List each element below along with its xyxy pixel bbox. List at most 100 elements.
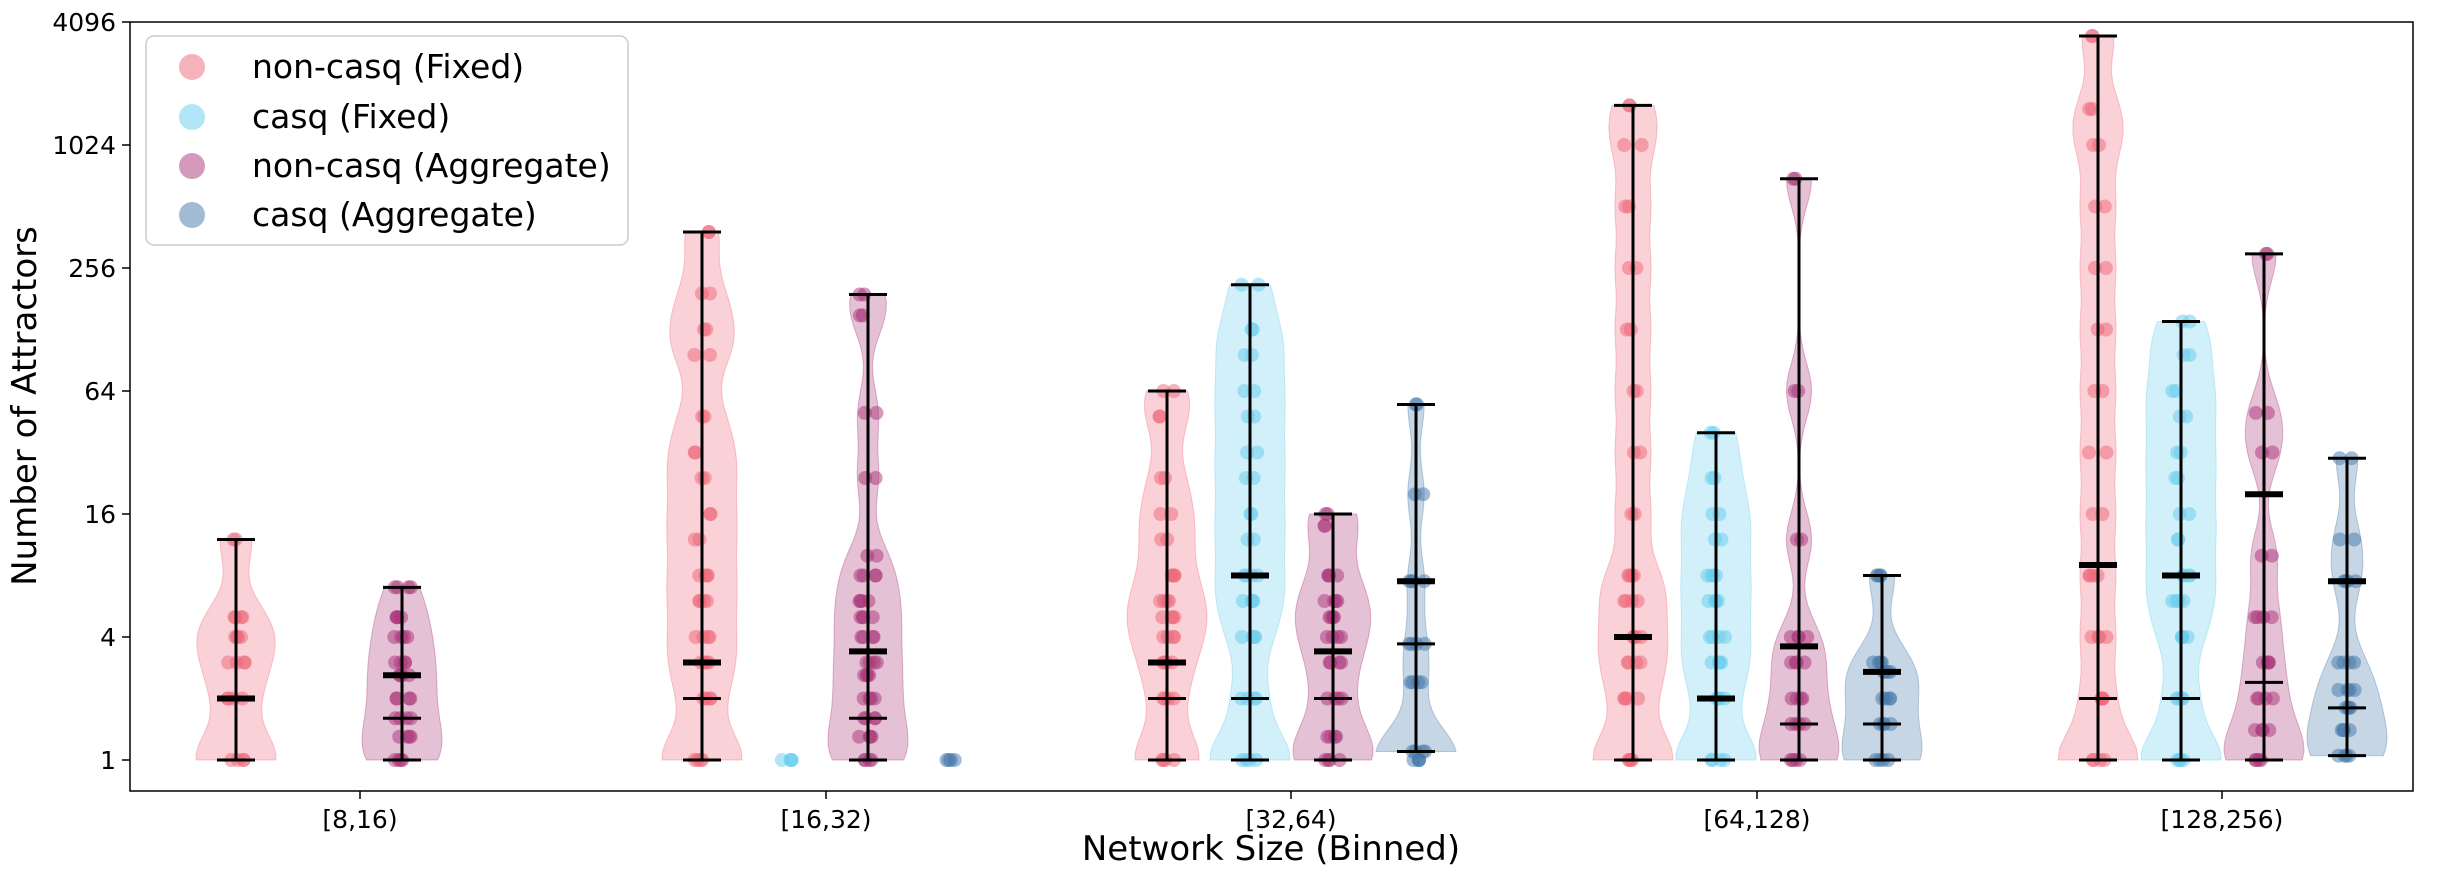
data-point-non-casq-fixed-64-128 bbox=[1618, 199, 1633, 214]
data-point-non-casq-aggregate-8-16 bbox=[402, 691, 417, 706]
data-point-non-casq-aggregate-8-16 bbox=[389, 691, 404, 706]
whisker-layer bbox=[217, 34, 2366, 762]
data-point-non-casq-fixed-32-64 bbox=[1153, 507, 1168, 521]
data-point-non-casq-fixed-16-32 bbox=[688, 445, 703, 460]
data-point-casq-fixed-32-64 bbox=[1237, 348, 1252, 362]
data-point-casq-fixed-128-256 bbox=[2171, 532, 2186, 547]
data-point-non-casq-fixed-64-128 bbox=[1633, 445, 1648, 460]
data-point-casq-fixed-32-64 bbox=[1240, 409, 1255, 424]
data-point-casq-fixed-32-64 bbox=[1250, 445, 1265, 460]
data-point-non-casq-fixed-128-256 bbox=[2099, 445, 2114, 460]
legend-label-non-casq-fixed: non-casq (Fixed) bbox=[252, 47, 524, 86]
y-tick-label: 16 bbox=[84, 500, 116, 529]
data-point-casq-fixed-32-64 bbox=[1234, 630, 1249, 644]
data-point-non-casq-fixed-32-64 bbox=[1162, 594, 1176, 608]
data-point-non-casq-fixed-128-256 bbox=[2082, 568, 2097, 583]
data-point-non-casq-aggregate-8-16 bbox=[388, 655, 403, 670]
y-tick-label: 256 bbox=[68, 254, 116, 283]
data-point-non-casq-aggregate-128-256 bbox=[2248, 610, 2262, 625]
legend-label-casq-aggregate: casq (Aggregate) bbox=[252, 195, 537, 234]
data-point-non-casq-aggregate-128-256 bbox=[2265, 445, 2280, 460]
data-point-non-casq-fixed-32-64 bbox=[1152, 409, 1167, 424]
data-point-non-casq-fixed-32-64 bbox=[1158, 471, 1172, 485]
data-point-non-casq-fixed-64-128 bbox=[1634, 138, 1649, 152]
x-tick-label: [8,16) bbox=[322, 805, 397, 834]
data-point-non-casq-aggregate-16-32 bbox=[855, 308, 870, 323]
data-point-non-casq-aggregate-16-32 bbox=[868, 471, 883, 485]
data-point-non-casq-fixed-32-64 bbox=[1167, 610, 1182, 625]
data-point-casq-aggregate-128-256 bbox=[2332, 532, 2347, 547]
y-tick-label: 4096 bbox=[52, 8, 116, 37]
data-point-non-casq-aggregate-128-256 bbox=[2265, 691, 2280, 706]
data-point-non-casq-fixed-16-32 bbox=[687, 348, 702, 362]
data-point-casq-aggregate-32-64 bbox=[1411, 675, 1426, 690]
x-tick-label: [16,32) bbox=[780, 805, 871, 834]
x-tick-label: [128,256) bbox=[2161, 805, 2284, 834]
data-point-non-casq-aggregate-32-64 bbox=[1322, 655, 1337, 670]
data-point-casq-fixed-32-64 bbox=[1237, 384, 1252, 398]
data-point-non-casq-aggregate-32-64 bbox=[1319, 630, 1334, 644]
legend: non-casq (Fixed) casq (Fixed) non-casq (… bbox=[145, 35, 629, 246]
data-point-casq-aggregate-128-256 bbox=[2342, 683, 2357, 697]
data-point-casq-aggregate-128-256 bbox=[2331, 655, 2346, 670]
data-point-casq-fixed-64-128 bbox=[1707, 471, 1722, 485]
data-point-non-casq-aggregate-16-32 bbox=[867, 691, 882, 706]
data-point-casq-fixed-32-64 bbox=[1240, 445, 1254, 460]
data-point-non-casq-fixed-128-256 bbox=[2082, 445, 2096, 460]
data-point-non-casq-fixed-128-256 bbox=[2088, 261, 2102, 275]
data-point-non-casq-aggregate-128-256 bbox=[2248, 405, 2263, 420]
data-point-non-casq-fixed-16-32 bbox=[703, 507, 718, 521]
data-point-non-casq-aggregate-32-64 bbox=[1317, 518, 1332, 533]
data-point-non-casq-aggregate-64-128 bbox=[1789, 655, 1804, 670]
data-point-non-casq-aggregate-64-128 bbox=[1784, 691, 1799, 706]
data-point-non-casq-fixed-128-256 bbox=[2098, 261, 2113, 275]
data-point-non-casq-fixed-8-16 bbox=[235, 610, 250, 625]
x-axis-title: Network Size (Binned) bbox=[1082, 829, 1460, 869]
y-tick-label: 1 bbox=[100, 746, 116, 775]
data-point-non-casq-aggregate-8-16 bbox=[397, 655, 412, 670]
data-point-non-casq-fixed-128-256 bbox=[2084, 630, 2099, 644]
data-point-non-casq-aggregate-16-32 bbox=[868, 568, 883, 583]
data-point-non-casq-aggregate-32-64 bbox=[1327, 729, 1342, 744]
data-point-non-casq-fixed-16-32 bbox=[697, 322, 711, 337]
x-tick-label: [64,128) bbox=[1704, 805, 1811, 834]
data-point-non-casq-fixed-32-64 bbox=[1167, 630, 1182, 644]
data-point-non-casq-aggregate-32-64 bbox=[1317, 594, 1332, 608]
data-point-non-casq-aggregate-128-256 bbox=[2255, 445, 2269, 460]
data-point-casq-aggregate-128-256 bbox=[2347, 532, 2362, 547]
data-point-non-casq-fixed-16-32 bbox=[698, 568, 713, 583]
data-point-casq-fixed-64-128 bbox=[1703, 630, 1717, 644]
data-point-non-casq-fixed-128-256 bbox=[2097, 199, 2112, 214]
data-point-non-casq-fixed-64-128 bbox=[1627, 507, 1642, 521]
legend-label-non-casq-aggregate: non-casq (Aggregate) bbox=[252, 146, 611, 185]
data-point-non-casq-aggregate-8-16 bbox=[389, 610, 404, 625]
data-point-casq-aggregate-128-256 bbox=[2347, 655, 2361, 670]
data-point-non-casq-aggregate-16-32 bbox=[862, 655, 877, 670]
x-axis: [8,16) [16,32) [32,64) [64,128) [128,256) bbox=[322, 791, 2283, 834]
y-tick-label: 64 bbox=[84, 377, 116, 406]
legend-marker-casq-fixed bbox=[179, 104, 205, 130]
y-tick-label: 4 bbox=[100, 623, 116, 652]
data-point-non-casq-aggregate-8-16 bbox=[400, 729, 415, 744]
data-point-non-casq-aggregate-16-32 bbox=[855, 610, 870, 625]
legend-marker-non-casq-fixed bbox=[179, 54, 205, 80]
data-point-non-casq-fixed-32-64 bbox=[1167, 568, 1182, 583]
data-point-casq-fixed-128-256 bbox=[2168, 471, 2183, 485]
data-point-non-casq-aggregate-32-64 bbox=[1334, 630, 1348, 644]
data-point-non-casq-fixed-64-128 bbox=[1617, 138, 1632, 152]
data-point-non-casq-fixed-64-128 bbox=[1631, 691, 1646, 706]
data-point-non-casq-aggregate-16-32 bbox=[853, 594, 868, 608]
data-point-non-casq-aggregate-128-256 bbox=[2264, 548, 2279, 563]
data-point-non-casq-fixed-16-32 bbox=[701, 630, 716, 644]
data-point-non-casq-fixed-128-256 bbox=[2085, 507, 2100, 521]
data-point-casq-fixed-64-128 bbox=[1712, 655, 1726, 670]
data-point-casq-aggregate-32-64 bbox=[1416, 487, 1431, 502]
legend-box bbox=[145, 35, 629, 246]
y-axis: 1 4 16 64 256 1024 4096 bbox=[52, 8, 130, 775]
y-tick-label: 1024 bbox=[52, 131, 116, 160]
x-tick-label: [32,64) bbox=[1245, 805, 1336, 834]
data-point-non-casq-fixed-16-32 bbox=[687, 532, 702, 547]
data-point-casq-aggregate-16-32 bbox=[939, 753, 954, 767]
data-point-non-casq-aggregate-64-128 bbox=[1794, 532, 1809, 547]
